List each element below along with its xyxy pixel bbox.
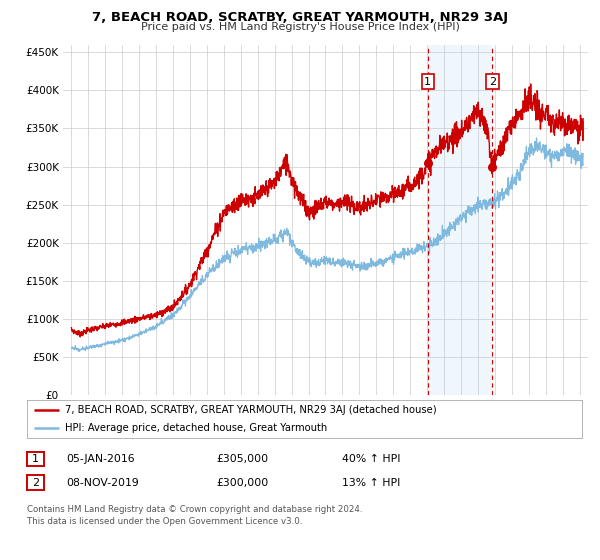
Bar (428, 45, 493, 395)
Text: 7, BEACH ROAD, SCRATBY, GREAT YARMOUTH, NR29 3AJ (detached house): 7, BEACH ROAD, SCRATBY, GREAT YARMOUTH, … (65, 405, 436, 415)
Text: 13% ↑ HPI: 13% ↑ HPI (342, 478, 400, 488)
Text: This data is licensed under the Open Government Licence v3.0.: This data is licensed under the Open Gov… (27, 517, 302, 526)
Text: 40% ↑ HPI: 40% ↑ HPI (342, 454, 401, 464)
Text: 08-NOV-2019: 08-NOV-2019 (66, 478, 139, 488)
Text: 7, BEACH ROAD, SCRATBY, GREAT YARMOUTH, NR29 3AJ: 7, BEACH ROAD, SCRATBY, GREAT YARMOUTH, … (92, 11, 508, 24)
Text: £300,000: £300,000 (216, 478, 268, 488)
Text: 2: 2 (32, 478, 39, 488)
Text: 2: 2 (489, 77, 496, 87)
Text: HPI: Average price, detached house, Great Yarmouth: HPI: Average price, detached house, Grea… (65, 423, 327, 433)
Text: Price paid vs. HM Land Registry's House Price Index (HPI): Price paid vs. HM Land Registry's House … (140, 22, 460, 32)
Text: 05-JAN-2016: 05-JAN-2016 (66, 454, 134, 464)
Text: 1: 1 (32, 454, 39, 464)
Text: £305,000: £305,000 (216, 454, 268, 464)
Text: Contains HM Land Registry data © Crown copyright and database right 2024.: Contains HM Land Registry data © Crown c… (27, 505, 362, 514)
Text: 1: 1 (424, 77, 431, 87)
